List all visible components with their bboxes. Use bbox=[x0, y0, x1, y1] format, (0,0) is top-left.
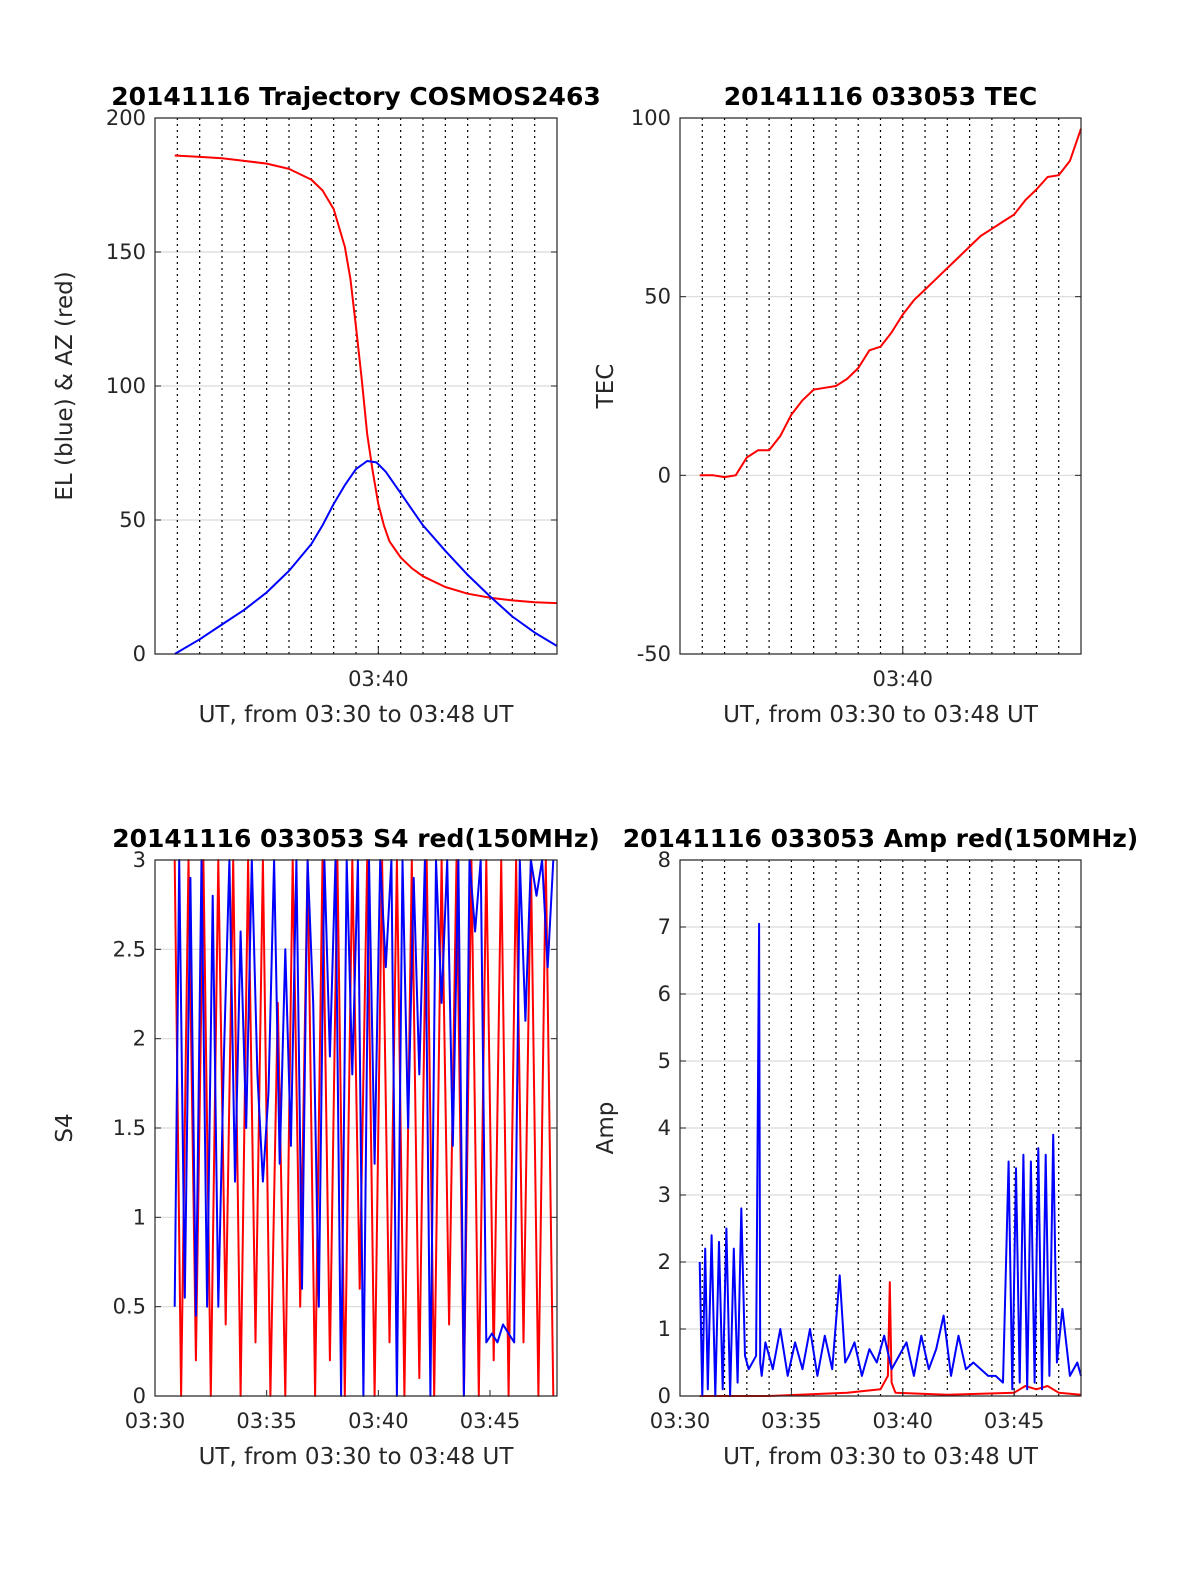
trajectory-ytick-label-3: 150 bbox=[106, 240, 146, 264]
s4-ytick-label-1: 0.5 bbox=[113, 1295, 146, 1319]
s4-ylabel: S4 bbox=[52, 1113, 78, 1142]
amp-ytick-label-0: 0 bbox=[658, 1384, 671, 1408]
trajectory-ytick-label-2: 100 bbox=[106, 374, 146, 398]
trajectory-ytick-label-0: 0 bbox=[133, 642, 146, 666]
amp-xtick-label-1: 03:35 bbox=[761, 1409, 822, 1433]
s4-ytick-label-2: 1 bbox=[133, 1205, 146, 1229]
amp-panel: 0 1 2 3 4 5 6 7 8 03:30 03:35 03:40 03:45 20141116 03… bbox=[593, 824, 1138, 1470]
s4-ytick-label-0: 0 bbox=[133, 1384, 146, 1408]
amp-ylabel: Amp bbox=[593, 1102, 619, 1155]
s4-ytick-label-5: 2.5 bbox=[113, 937, 146, 961]
amp-ytick-label-5: 5 bbox=[658, 1049, 671, 1073]
amp-series-1 bbox=[698, 922, 1082, 1397]
tec-panel: -50 0 50 100 03:40 20141116 033053 TEC UT, fro… bbox=[593, 82, 1082, 728]
amp-xtick-label-3: 03:45 bbox=[984, 1409, 1045, 1433]
tec-ytick-label-3: 100 bbox=[631, 106, 671, 130]
amp-ytick-label-6: 6 bbox=[658, 982, 671, 1006]
trajectory-title: 20141116 Trajectory COSMOS2463 bbox=[111, 82, 601, 111]
s4-title: 20141116 033053 S4 red(150MHz) bbox=[112, 824, 600, 853]
tec-title: 20141116 033053 TEC bbox=[724, 82, 1037, 111]
amp-title: 20141116 033053 Amp red(150MHz) bbox=[623, 824, 1139, 853]
trajectory-xlabel: UT, from 03:30 to 03:48 UT bbox=[199, 702, 515, 728]
amp-ytick-label-7: 7 bbox=[658, 915, 671, 939]
s4-ytick-label-3: 1.5 bbox=[113, 1116, 146, 1140]
trajectory-ytick-label-4: 200 bbox=[106, 106, 146, 130]
trajectory-ytick-label-1: 50 bbox=[119, 508, 146, 532]
amp-ytick-label-8: 8 bbox=[658, 848, 671, 872]
tec-ytick-label-1: 0 bbox=[658, 463, 671, 487]
trajectory-xtick-label-0: 03:40 bbox=[348, 667, 409, 691]
s4-xlabel: UT, from 03:30 to 03:48 UT bbox=[199, 1444, 515, 1470]
trajectory-panel: 0 50 100 150 200 03:40 20141116 Trajectory COS… bbox=[52, 82, 601, 728]
tec-xtick-label-0: 03:40 bbox=[873, 667, 934, 691]
amp-xtick-label-2: 03:40 bbox=[873, 1409, 934, 1433]
amp-ytick-label-3: 3 bbox=[658, 1183, 671, 1207]
s4-xtick-label-1: 03:35 bbox=[236, 1409, 297, 1433]
amp-ytick-label-4: 4 bbox=[658, 1116, 671, 1140]
tec-ylabel: TEC bbox=[593, 364, 619, 410]
s4-ytick-label-6: 3 bbox=[133, 848, 146, 872]
s4-xtick-label-3: 03:45 bbox=[460, 1409, 521, 1433]
trajectory-series-1 bbox=[174, 460, 558, 655]
amp-ytick-label-2: 2 bbox=[658, 1250, 671, 1274]
amp-xlabel: UT, from 03:30 to 03:48 UT bbox=[723, 1444, 1039, 1470]
trajectory-series-0 bbox=[174, 154, 558, 605]
tec-xlabel: UT, from 03:30 to 03:48 UT bbox=[723, 702, 1039, 728]
s4-xtick-label-2: 03:40 bbox=[348, 1409, 409, 1433]
s4-ytick-label-4: 2 bbox=[133, 1027, 146, 1051]
trajectory-ylabel: EL (blue) & AZ (red) bbox=[52, 271, 78, 500]
tec-ytick-label-0: -50 bbox=[637, 642, 671, 666]
s4-panel: 0 0.5 1 1.5 2 2.5 3 03:30 03:35 03:40 03:45 2014111… bbox=[52, 824, 600, 1470]
tec-ytick-label-2: 50 bbox=[644, 285, 671, 309]
tec-axes-box bbox=[679, 117, 1082, 655]
amp-xtick-label-0: 03:30 bbox=[650, 1409, 711, 1433]
tec-series-0 bbox=[699, 128, 1082, 479]
amp-series-0 bbox=[699, 1281, 1082, 1397]
s4-xtick-label-0: 03:30 bbox=[125, 1409, 186, 1433]
amp-ytick-label-1: 1 bbox=[658, 1317, 671, 1341]
